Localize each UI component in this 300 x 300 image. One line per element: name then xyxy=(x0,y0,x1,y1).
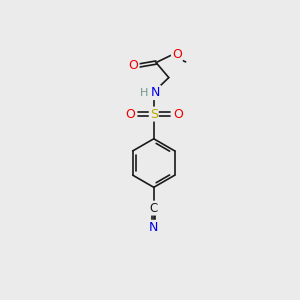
Text: O: O xyxy=(129,59,139,72)
Text: O: O xyxy=(173,108,183,121)
Text: H: H xyxy=(140,88,148,98)
Text: C: C xyxy=(150,202,158,214)
Text: N: N xyxy=(151,86,160,99)
Text: N: N xyxy=(149,221,158,234)
Text: S: S xyxy=(150,108,158,121)
Text: O: O xyxy=(172,48,182,62)
Text: O: O xyxy=(125,108,135,121)
